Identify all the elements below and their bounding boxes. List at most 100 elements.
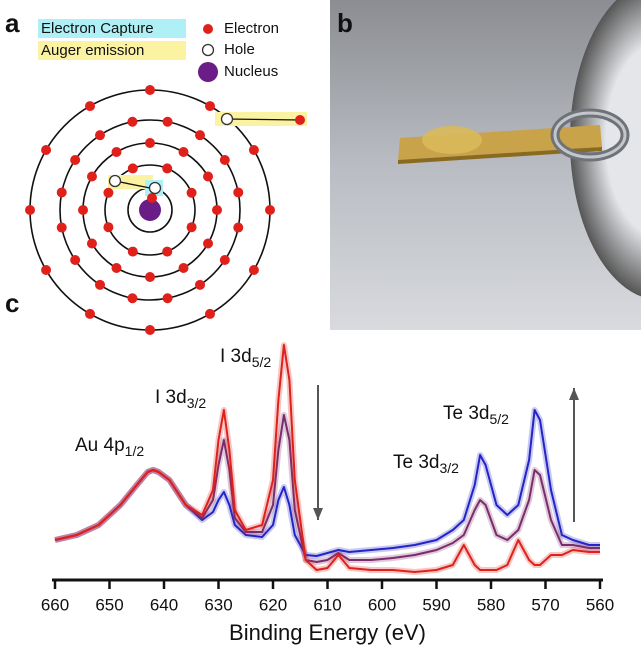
legend-text: Nucleus xyxy=(224,63,278,80)
electron xyxy=(145,85,155,95)
legend-text: Electron xyxy=(224,20,279,37)
legend-text: Auger emission xyxy=(41,42,144,59)
peak-label-main: Au 4p xyxy=(75,435,125,456)
electron xyxy=(103,187,114,198)
nucleus xyxy=(139,199,161,221)
peak-label-sub: 3/2 xyxy=(439,460,459,476)
electron xyxy=(41,145,52,155)
electron xyxy=(25,205,35,215)
electron xyxy=(295,115,305,125)
x-tick-label: 620 xyxy=(259,595,287,614)
electron xyxy=(86,238,97,249)
x-tick-label: 560 xyxy=(586,595,614,614)
x-tick-label: 630 xyxy=(204,595,232,614)
hole xyxy=(220,112,234,126)
electron xyxy=(41,265,52,275)
hole xyxy=(108,174,122,188)
spectrum-line xyxy=(54,344,600,573)
electron xyxy=(233,187,244,198)
electron xyxy=(145,138,155,148)
panel-label: a xyxy=(5,8,20,38)
electron xyxy=(103,222,114,233)
x-tick-label: 590 xyxy=(422,595,450,614)
peak-label: Te 3d5/2 xyxy=(443,403,509,427)
electron xyxy=(127,246,138,257)
electron xyxy=(147,193,157,203)
hole xyxy=(148,181,162,195)
legend-icon xyxy=(203,24,213,34)
orbit xyxy=(104,164,196,256)
peak-label: I 3d3/2 xyxy=(155,387,206,411)
electron xyxy=(205,308,215,319)
electron xyxy=(233,222,244,233)
peak-label-sub: 5/2 xyxy=(489,411,509,427)
legend-swatch xyxy=(38,41,186,60)
photo xyxy=(330,0,641,330)
electron xyxy=(145,325,155,335)
electron xyxy=(162,116,173,127)
x-tick-label: 640 xyxy=(150,595,178,614)
electron xyxy=(205,101,215,112)
electron xyxy=(127,293,138,304)
electron xyxy=(162,246,173,257)
peak-label: Au 4p1/2 xyxy=(75,435,144,459)
spectrum-chart: 660 650 640 630 620 610 600 590 580 570 560 Binding… xyxy=(41,342,614,645)
peak-label-main: I 3d xyxy=(155,387,187,408)
electron xyxy=(203,171,214,182)
electron xyxy=(56,187,67,198)
electron xyxy=(85,101,95,112)
path-line xyxy=(226,118,301,121)
electron xyxy=(195,279,206,290)
electron xyxy=(178,146,189,157)
electron xyxy=(212,205,222,215)
x-tick-label: 610 xyxy=(313,595,341,614)
x-axis-title: Binding Energy (eV) xyxy=(229,620,426,645)
peak-label-main: I 3d xyxy=(220,346,252,367)
electron xyxy=(203,238,214,249)
electron xyxy=(219,154,230,165)
trend-arrowhead xyxy=(569,388,579,400)
electron xyxy=(70,154,81,165)
peak-label: Te 3d3/2 xyxy=(393,452,459,476)
panel-label: c xyxy=(5,288,19,318)
electron xyxy=(248,145,259,155)
x-tick-label: 660 xyxy=(41,595,69,614)
peak-label-sub: 5/2 xyxy=(252,354,272,370)
legend-text: Hole xyxy=(224,41,255,58)
electron xyxy=(127,116,138,127)
x-tick-label: 580 xyxy=(477,595,505,614)
electron xyxy=(111,146,122,157)
atom-diagram xyxy=(25,85,307,335)
electron xyxy=(70,255,81,266)
electron xyxy=(186,187,197,198)
electron xyxy=(85,308,95,319)
legend-text: Electron Capture xyxy=(41,20,154,37)
orbit xyxy=(59,119,241,301)
electron xyxy=(78,205,88,215)
peak-label-sub: 1/2 xyxy=(125,443,145,459)
trend-arrowhead xyxy=(313,508,323,520)
electron xyxy=(186,222,197,233)
legend-icon xyxy=(201,43,215,57)
electron xyxy=(94,279,105,290)
electron xyxy=(248,265,259,275)
electron xyxy=(111,263,122,274)
electron xyxy=(145,272,155,282)
electron xyxy=(178,263,189,274)
electron xyxy=(195,130,206,141)
x-tick-label: 650 xyxy=(95,595,123,614)
legend-icon xyxy=(198,62,218,82)
panel-label: b xyxy=(337,8,353,38)
peak-label-main: Te 3d xyxy=(393,452,439,473)
legend-swatch xyxy=(38,19,186,38)
electron xyxy=(162,293,173,304)
electron xyxy=(219,255,230,266)
electron xyxy=(56,222,67,233)
peak-label-main: Te 3d xyxy=(443,403,489,424)
electron xyxy=(86,171,97,182)
peak-label: I 3d5/2 xyxy=(220,346,271,370)
x-tick-label: 570 xyxy=(531,595,559,614)
electron xyxy=(162,163,173,174)
electron xyxy=(127,163,138,174)
x-tick-label: 600 xyxy=(368,595,396,614)
